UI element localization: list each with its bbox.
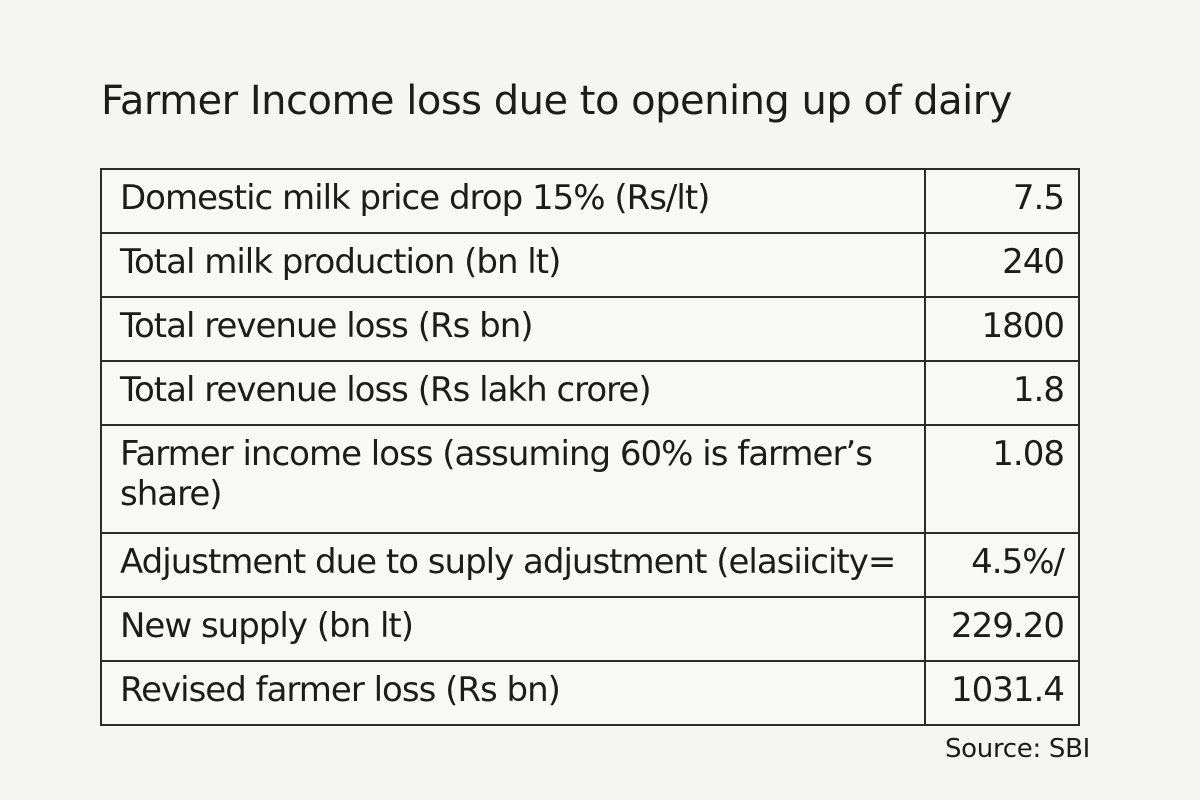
table-row: Revised farmer loss (Rs bn) 1031.4: [100, 660, 1080, 726]
row-label: Adjustment due to suply adjustment (elas…: [100, 532, 926, 598]
row-value: 7.5: [924, 168, 1080, 234]
row-value: 1800: [924, 296, 1080, 362]
row-label: Farmer income loss (assuming 60% is farm…: [100, 424, 926, 534]
table-row: Total revenue loss (Rs lakh crore) 1.8: [100, 360, 1080, 426]
row-value: 229.20: [924, 596, 1080, 662]
table-row: Total milk production (bn lt) 240: [100, 232, 1080, 298]
row-value: 1.8: [924, 360, 1080, 426]
table-row: Adjustment due to suply adjustment (elas…: [100, 532, 1080, 598]
row-label: Total revenue loss (Rs bn): [100, 296, 926, 362]
row-label: Revised farmer loss (Rs bn): [100, 660, 926, 726]
row-label: New supply (bn lt): [100, 596, 926, 662]
source-note: Source: SBI: [944, 734, 1090, 764]
row-label: Domestic milk price drop 15% (Rs/lt): [100, 168, 926, 234]
table-row: New supply (bn lt) 229.20: [100, 596, 1080, 662]
table-row: Farmer income loss (assuming 60% is farm…: [100, 424, 1080, 534]
data-table: Domestic milk price drop 15% (Rs/lt) 7.5…: [100, 168, 1080, 726]
page-title: Farmer Income loss due to opening up of …: [101, 78, 1012, 124]
row-label: Total milk production (bn lt): [100, 232, 926, 298]
table-row: Domestic milk price drop 15% (Rs/lt) 7.5: [100, 168, 1080, 234]
table-row: Total revenue loss (Rs bn) 1800: [100, 296, 1080, 362]
row-value: 1.08: [924, 424, 1080, 534]
row-value: 4.5%/: [924, 532, 1080, 598]
row-value: 240: [924, 232, 1080, 298]
row-value: 1031.4: [924, 660, 1080, 726]
row-label: Total revenue loss (Rs lakh crore): [100, 360, 926, 426]
